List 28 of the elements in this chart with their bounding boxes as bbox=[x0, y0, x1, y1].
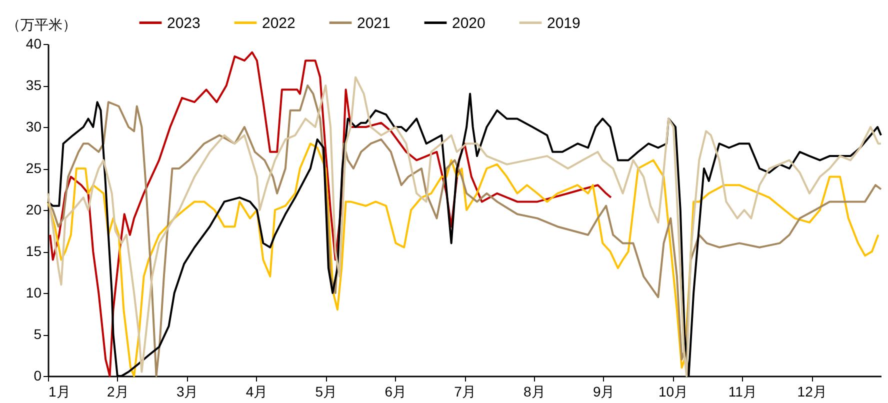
y-tick-label: 5 bbox=[34, 326, 42, 342]
x-tick-label: 12月 bbox=[797, 384, 827, 400]
y-tick-label: 30 bbox=[26, 118, 42, 134]
x-tick-label: 4月 bbox=[246, 384, 268, 400]
x-tick-label: 3月 bbox=[176, 384, 198, 400]
y-tick-label: 0 bbox=[34, 368, 42, 384]
y-tick-label: 15 bbox=[26, 243, 42, 259]
y-tick-label: 20 bbox=[26, 202, 42, 218]
legend-label: 2022 bbox=[262, 14, 296, 32]
legend-label: 2019 bbox=[547, 14, 580, 32]
x-tick-label: 2月 bbox=[107, 384, 129, 400]
legend-label: 2021 bbox=[357, 14, 390, 32]
x-tick-label: 5月 bbox=[315, 384, 338, 400]
y-tick-label: 25 bbox=[26, 160, 42, 176]
legend-label: 2020 bbox=[452, 14, 486, 32]
x-tick-label: 9月 bbox=[592, 384, 615, 400]
x-tick-label: 6月 bbox=[384, 384, 406, 400]
y-tick-label: 35 bbox=[26, 77, 42, 93]
line-series bbox=[49, 51, 612, 377]
x-tick-label: 11月 bbox=[728, 384, 757, 400]
y-tick-label: 10 bbox=[26, 284, 42, 300]
x-tick-label: 10月 bbox=[658, 384, 688, 400]
legend-label: 2023 bbox=[167, 14, 200, 32]
y-tick-label: 40 bbox=[26, 36, 42, 52]
x-tick-label: 1月 bbox=[48, 384, 70, 400]
x-tick-label: 7月 bbox=[454, 384, 476, 400]
y-axis-title: （万平米） bbox=[6, 16, 76, 32]
x-tick-label: 8月 bbox=[524, 384, 546, 400]
